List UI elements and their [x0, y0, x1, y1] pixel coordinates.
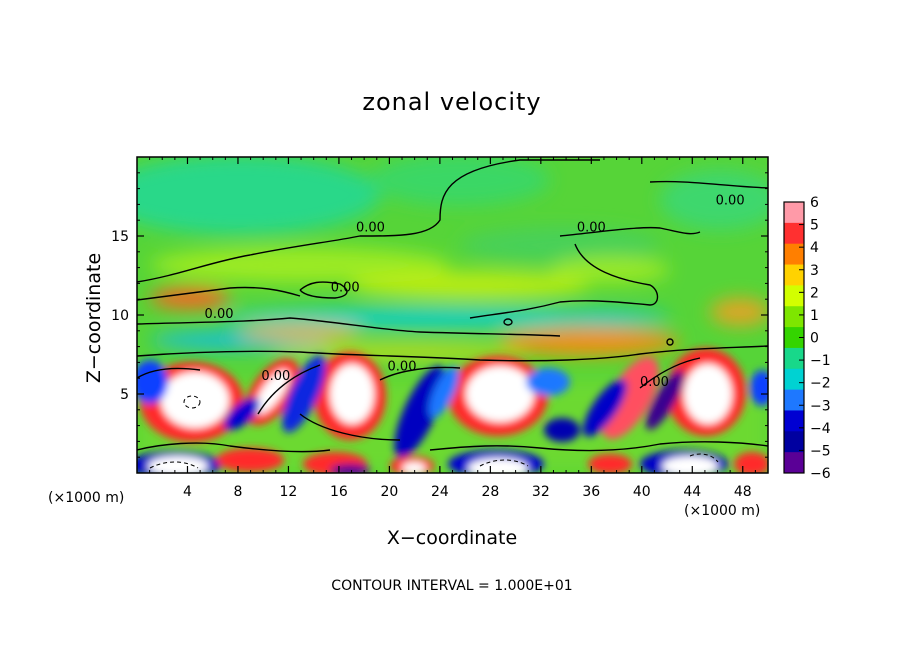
colorbar-tick-label: −5 — [810, 443, 831, 459]
heatmap-field — [137, 157, 768, 473]
colorbar-tick-label: −4 — [810, 421, 831, 437]
x-tick-label: 36 — [582, 484, 600, 500]
x-tick-label: 48 — [734, 484, 752, 500]
colorbar-swatch — [784, 306, 804, 328]
colorbar-tick-label: −6 — [810, 466, 831, 482]
colorbar-swatch — [784, 285, 804, 307]
contour-label: 0.00 — [205, 307, 234, 322]
x-tick-label: 40 — [633, 484, 651, 500]
contour-label: 0.00 — [356, 220, 385, 235]
contour-labels: 0.00 0.00 0.00 0.00 0.00 0.00 0.00 0.00 — [205, 193, 745, 390]
colorbar-tick-label: 6 — [810, 195, 819, 211]
x-tick-label: 4 — [183, 484, 192, 500]
colorbar-swatch — [784, 264, 804, 286]
colorbar-swatch — [784, 452, 804, 474]
colorbar-tick-label: −3 — [810, 398, 831, 414]
x-tick-label: 32 — [532, 484, 550, 500]
contour-interval-note: CONTOUR INTERVAL = 1.000E+01 — [331, 578, 573, 594]
y-tick-label: 5 — [120, 387, 129, 403]
y-tick-label: 10 — [111, 308, 129, 324]
colorbar-swatch — [784, 389, 804, 411]
x-axis-label: X−coordinate — [386, 527, 518, 549]
colorbar-tick-label: 5 — [810, 218, 819, 234]
colorbar-swatch — [784, 202, 804, 224]
colorbar-tick-label: −1 — [810, 353, 831, 369]
y-axis: 5 10 15 — [111, 172, 768, 458]
chart-title: zonal velocity — [362, 88, 542, 116]
x-tick-label: 28 — [481, 484, 499, 500]
contour-label: 0.00 — [331, 280, 360, 295]
colorbar: 6 5 4 3 2 1 0 −1 −2 −3 −4 −5 −6 — [783, 195, 831, 482]
x-unit-label-left: (×1000 m) — [48, 490, 125, 506]
colorbar-swatch — [784, 327, 804, 349]
contour-label: 0.00 — [388, 359, 417, 374]
x-axis: 4 8 12 16 20 24 28 32 36 40 44 48 — [149, 157, 756, 500]
colorbar-swatch — [784, 368, 804, 391]
y-tick-label: 15 — [111, 229, 129, 245]
colorbar-tick-label: −2 — [810, 376, 831, 392]
colorbar-swatch — [784, 431, 804, 453]
contour-label: 0.00 — [577, 220, 606, 235]
x-unit-label-right: (×1000 m) — [684, 503, 761, 519]
contour-label: 0.00 — [716, 193, 745, 208]
colorbar-swatch — [784, 243, 804, 266]
x-tick-label: 16 — [330, 484, 348, 500]
colorbar-swatch — [784, 222, 804, 245]
colorbar-swatch — [784, 410, 804, 432]
colorbar-tick-label: 4 — [810, 240, 819, 256]
x-tick-label: 20 — [380, 484, 398, 500]
x-tick-label: 24 — [431, 484, 449, 500]
colorbar-tick-label: 3 — [810, 263, 819, 279]
contour-label: 0.00 — [261, 369, 290, 384]
contour-label: 0.00 — [640, 375, 669, 390]
colorbar-tick-label: 2 — [810, 285, 819, 301]
x-tick-label: 12 — [280, 484, 298, 500]
x-tick-label: 8 — [233, 484, 242, 500]
colorbar-swatch — [784, 347, 804, 370]
colorbar-tick-label: 1 — [810, 308, 819, 324]
colorbar-tick-label: 0 — [810, 331, 819, 347]
x-tick-label: 44 — [683, 484, 701, 500]
zero-contours — [137, 159, 768, 453]
